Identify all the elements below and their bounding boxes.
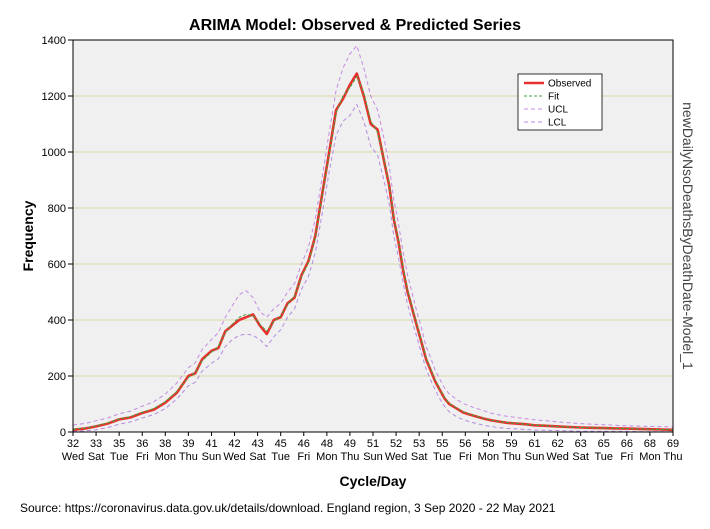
source-note: Source: https://coronavirus.data.gov.uk/… — [20, 501, 556, 515]
y-tick-label: 1200 — [42, 91, 66, 103]
legend-label-observed: Observed — [548, 79, 591, 90]
x-tick-day-label: Sat — [249, 451, 266, 463]
y-axis-title: Frequency — [20, 200, 36, 271]
y-tick-label: 200 — [48, 371, 66, 383]
x-tick-day-label: Fri — [459, 451, 472, 463]
series-line-fit — [72, 75, 674, 431]
x-tick-cycle-label: 56 — [459, 438, 471, 450]
x-tick-day-label: Wed — [385, 451, 407, 463]
legend-label-fit: Fit — [548, 92, 559, 103]
x-tick-cycle-label: 41 — [205, 438, 217, 450]
x-tick-day-label: Thu — [179, 451, 198, 463]
x-tick-cycle-label: 58 — [482, 438, 494, 450]
x-tick-cycle-label: 32 — [67, 438, 79, 450]
x-axis-title: Cycle/Day — [340, 473, 407, 489]
y-tick-label: 400 — [48, 315, 66, 327]
x-tick-day-label: Wed — [62, 451, 84, 463]
x-tick-cycle-label: 53 — [413, 438, 425, 450]
x-tick-cycle-label: 36 — [136, 438, 148, 450]
x-tick-day-label: Tue — [594, 451, 613, 463]
x-tick-cycle-label: 35 — [113, 438, 125, 450]
series-line-lcl — [72, 103, 673, 433]
x-tick-day-label: Wed — [546, 451, 568, 463]
y-tick-label: 800 — [48, 203, 66, 215]
y-tick-label: 1000 — [42, 147, 66, 159]
x-tick-day-label: Sun — [525, 451, 545, 463]
x-tick-day-label: Fri — [620, 451, 633, 463]
series-layer — [72, 45, 674, 433]
x-tick-day-label: Tue — [271, 451, 290, 463]
x-tick-cycle-label: 43 — [251, 438, 263, 450]
x-tick-cycle-label: 46 — [298, 438, 310, 450]
x-tick-day-label: Sat — [88, 451, 105, 463]
x-tick-day-label: Mon — [316, 451, 337, 463]
legend: Observed Fit UCL LCL — [517, 73, 603, 131]
x-tick-cycle-label: 49 — [344, 438, 356, 450]
x-tick-day-label: Fri — [297, 451, 310, 463]
x-tick-cycle-label: 68 — [644, 438, 656, 450]
x-tick-cycle-label: 38 — [159, 438, 171, 450]
x-tick-cycle-label: 61 — [528, 438, 540, 450]
x-tick-day-label: Wed — [223, 451, 245, 463]
x-tick-day-label: Thu — [664, 451, 683, 463]
x-tick-cycle-label: 62 — [551, 438, 563, 450]
x-tick-day-label: Sun — [363, 451, 383, 463]
x-tick-day-label: Mon — [639, 451, 660, 463]
x-tick-day-label: Thu — [502, 451, 521, 463]
x-tick-cycle-label: 51 — [367, 438, 379, 450]
x-tick-cycle-label: 63 — [575, 438, 587, 450]
x-tick-cycle-label: 59 — [505, 438, 517, 450]
x-tick-day-label: Tue — [433, 451, 452, 463]
y-tick-label: 1400 — [42, 35, 66, 47]
x-tick-cycle-label: 69 — [667, 438, 679, 450]
x-tick-cycle-label: 42 — [228, 438, 240, 450]
x-tick-cycle-label: 39 — [182, 438, 194, 450]
x-tick-day-label: Thu — [340, 451, 359, 463]
legend-label-lcl: LCL — [548, 118, 567, 129]
chart-title: ARIMA Model: Observed & Predicted Series — [189, 17, 521, 34]
x-tick-cycle-label: 66 — [621, 438, 633, 450]
x-tick-day-label: Sun — [202, 451, 222, 463]
x-tick-cycle-label: 65 — [598, 438, 610, 450]
x-tick-cycle-label: 52 — [390, 438, 402, 450]
legend-label-ucl: UCL — [548, 105, 568, 116]
x-tick-day-label: Sat — [572, 451, 589, 463]
x-tick-day-label: Fri — [136, 451, 149, 463]
x-axis: 32Wed33Sat35Tue36Fri38Mon39Thu41Sun42Wed… — [62, 432, 683, 463]
x-tick-cycle-label: 55 — [436, 438, 448, 450]
y-axis: 0 200 400 600 800 1000 1200 1400 — [42, 35, 73, 439]
x-tick-day-label: Tue — [110, 451, 129, 463]
y-tick-label: 0 — [60, 427, 66, 439]
series-model-label: newDailyNsoDeathsByDeathDate-Model_1 — [680, 102, 696, 370]
x-tick-cycle-label: 33 — [90, 438, 102, 450]
x-tick-cycle-label: 45 — [275, 438, 287, 450]
x-tick-day-label: Mon — [155, 451, 176, 463]
y-tick-label: 600 — [48, 259, 66, 271]
x-tick-day-label: Mon — [478, 451, 499, 463]
x-tick-day-label: Sat — [411, 451, 428, 463]
series-line-ucl — [72, 45, 674, 428]
x-tick-cycle-label: 48 — [321, 438, 333, 450]
